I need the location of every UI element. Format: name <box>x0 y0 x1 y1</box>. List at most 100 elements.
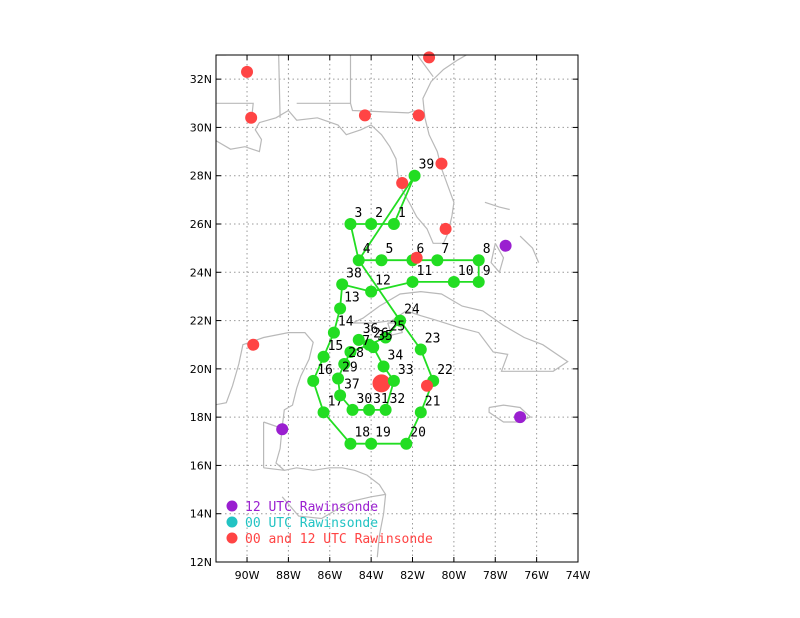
waypoint-label: 29 <box>342 361 358 376</box>
waypoint-18 <box>344 437 357 450</box>
waypoint-20 <box>400 437 413 450</box>
coastline-segment <box>519 235 540 263</box>
y-tick-label: 28N <box>190 170 212 183</box>
map-frame <box>215 54 579 563</box>
legend-swatch <box>226 500 238 512</box>
waypoint-label: 38 <box>346 266 362 281</box>
x-tick-label: 80W <box>441 569 466 582</box>
y-tick-label: 14N <box>190 508 212 521</box>
waypoint-23 <box>414 343 427 356</box>
waypoint-label: 14 <box>338 315 354 330</box>
waypoint-label: 30 <box>357 392 373 407</box>
y-tick-label: 32N <box>190 73 212 86</box>
waypoint-21 <box>414 406 427 419</box>
waypoint-label: 6 <box>417 242 425 257</box>
rawinsonde-site <box>276 423 289 436</box>
rawinsonde-site <box>245 111 258 124</box>
y-tick-label: 30N <box>190 121 212 134</box>
rawinsonde-site <box>439 222 452 235</box>
waypoint-label: 16 <box>317 363 333 378</box>
waypoint-label: 22 <box>437 363 453 378</box>
waypoint-label: 39 <box>419 158 435 173</box>
waypoint-1 <box>387 218 400 230</box>
x-tick-label: 86W <box>317 569 342 582</box>
x-tick-label: 76W <box>524 569 549 582</box>
waypoint-37 <box>334 389 347 402</box>
waypoint-7 <box>431 254 444 267</box>
waypoint-34 <box>377 360 390 373</box>
rawinsonde-site <box>499 239 512 252</box>
waypoint-label: 26 <box>373 327 389 342</box>
waypoint-10 <box>447 275 460 288</box>
rawinsonde-site <box>423 51 436 64</box>
y-tick-label: 18N <box>190 411 212 424</box>
waypoint-label: 12 <box>375 274 391 289</box>
waypoint-31 <box>363 403 376 416</box>
waypoint-label: 21 <box>425 394 441 409</box>
y-tick-label: 24N <box>190 266 212 279</box>
waypoint-label: 15 <box>328 339 344 354</box>
waypoint-label: 19 <box>375 426 391 441</box>
rawinsonde-site <box>247 338 260 351</box>
y-tick-label: 16N <box>190 459 212 472</box>
waypoint-13 <box>334 302 347 315</box>
coastline-segment <box>281 493 386 520</box>
waypoint-label: 33 <box>398 363 414 378</box>
rawinsonde-site <box>241 65 254 78</box>
waypoint-label: 34 <box>388 348 404 363</box>
coastline-segment <box>484 201 510 211</box>
legend-label: 00 UTC Rawinsonde <box>245 516 378 531</box>
waypoint-label: 7 <box>441 242 449 257</box>
coastline-segment <box>263 467 285 471</box>
waypoint-label: 3 <box>354 206 362 221</box>
rawinsonde-site <box>358 109 371 122</box>
waypoint-label: 36 <box>363 322 379 337</box>
coastline-segment <box>416 55 434 78</box>
coastline-segment <box>490 243 505 274</box>
legend-label: 00 and 12 UTC Rawinsonde <box>245 532 433 547</box>
waypoint-2 <box>365 218 378 230</box>
waypoint-label: 9 <box>483 264 491 279</box>
waypoint-label: 1 <box>398 206 406 221</box>
waypoint-label: 4 <box>363 242 371 257</box>
waypoint-label: 11 <box>417 264 433 279</box>
waypoint-label: 5 <box>385 242 393 257</box>
waypoint-4 <box>352 254 365 267</box>
rawinsonde-site <box>514 411 527 424</box>
waypoint-12 <box>365 285 378 298</box>
x-tick-label: 78W <box>483 569 508 582</box>
axis-ticks: 90W 88W 86W 84W 82W 80W 78W 76W 74W 12N 14N 16N 18N 2… <box>190 55 591 582</box>
rawinsonde-site <box>420 379 433 392</box>
waypoint-3 <box>344 218 357 230</box>
rawinsonde-site <box>435 157 448 170</box>
waypoint-24 <box>394 314 407 327</box>
x-tick-label: 84W <box>359 569 384 582</box>
lat-lon-grid <box>216 55 579 563</box>
coastline-segment <box>278 55 281 118</box>
waypoint-label: 23 <box>425 332 441 347</box>
waypoint-32 <box>379 403 392 416</box>
y-tick-label: 26N <box>190 218 212 231</box>
waypoint-16 <box>307 374 320 387</box>
legend-swatch <box>226 532 238 544</box>
coastline-segment <box>352 290 569 372</box>
legend-label: 12 UTC Rawinsonde <box>245 500 378 515</box>
waypoint-33 <box>387 374 400 387</box>
y-tick-label: 12N <box>190 556 212 569</box>
rawinsonde-site <box>412 109 425 122</box>
waypoint-14 <box>327 326 340 339</box>
waypoint-19 <box>365 437 378 450</box>
rawinsonde-sites <box>241 51 527 436</box>
x-tick-label: 88W <box>276 569 301 582</box>
waypoint-label: 35 <box>377 329 393 344</box>
x-tick-label: 82W <box>400 569 425 582</box>
waypoint-label: 2 <box>375 206 383 221</box>
waypoint-label: 25 <box>390 319 406 334</box>
storm-center-marker <box>372 374 391 393</box>
waypoint-29 <box>332 372 345 385</box>
rawinsonde-site <box>396 176 409 189</box>
y-tick-label: 20N <box>190 363 212 376</box>
waypoint-27 <box>344 345 357 358</box>
waypoint-label: 8 <box>483 242 491 257</box>
